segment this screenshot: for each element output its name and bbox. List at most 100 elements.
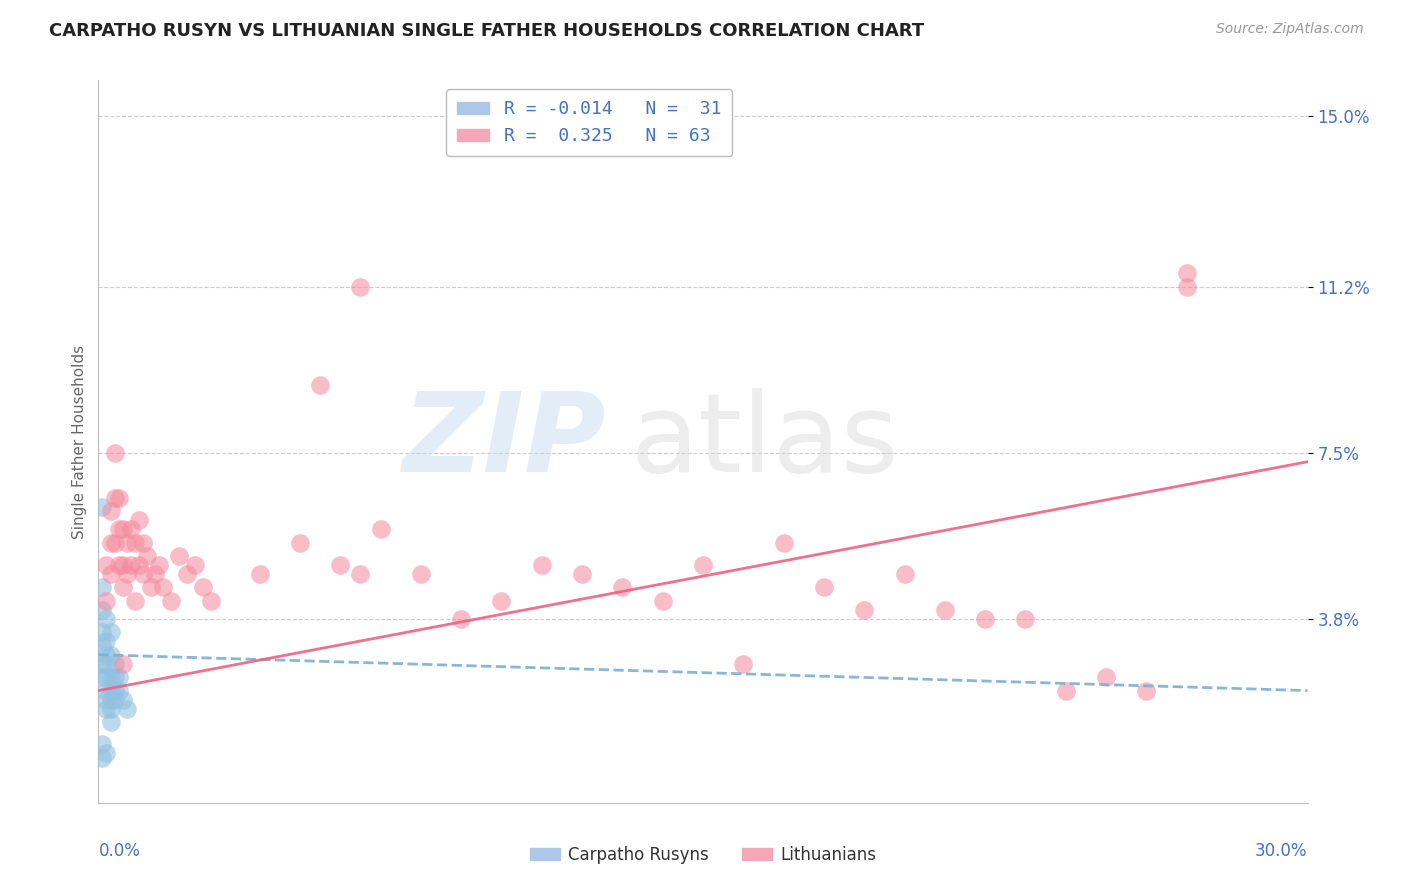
Point — [96, 612, 118, 626]
Text: 0.0%: 0.0% — [98, 842, 141, 860]
Point — [100, 625, 122, 640]
Point — [813, 581, 835, 595]
Point — [96, 683, 118, 698]
Point — [772, 535, 794, 549]
Point — [96, 747, 118, 761]
Point — [309, 378, 332, 392]
Point — [107, 522, 129, 536]
Point — [651, 594, 673, 608]
Point — [120, 522, 142, 536]
Point — [893, 566, 915, 581]
Point — [349, 279, 371, 293]
Point — [200, 594, 222, 608]
Point — [124, 594, 146, 608]
Point — [91, 670, 114, 684]
Text: Source: ZipAtlas.com: Source: ZipAtlas.com — [1216, 22, 1364, 37]
Legend: Carpatho Rusyns, Lithuanians: Carpatho Rusyns, Lithuanians — [523, 839, 883, 871]
Point — [96, 634, 118, 648]
Point — [530, 558, 553, 572]
Point — [107, 670, 129, 684]
Legend: R = -0.014   N =  31, R =  0.325   N = 63: R = -0.014 N = 31, R = 0.325 N = 63 — [446, 89, 733, 156]
Point — [91, 500, 114, 514]
Point — [103, 692, 125, 706]
Point — [96, 594, 118, 608]
Point — [100, 566, 122, 581]
Point — [692, 558, 714, 572]
Point — [111, 522, 134, 536]
Point — [100, 692, 122, 706]
Point — [91, 657, 114, 671]
Point — [132, 566, 155, 581]
Point — [100, 504, 122, 518]
Point — [1175, 279, 1198, 293]
Point — [450, 612, 472, 626]
Point — [96, 670, 118, 684]
Point — [115, 535, 138, 549]
Point — [176, 566, 198, 581]
Point — [612, 581, 634, 595]
Point — [370, 522, 392, 536]
Point — [853, 603, 876, 617]
Point — [1095, 670, 1118, 684]
Point — [288, 535, 311, 549]
Point — [115, 566, 138, 581]
Point — [103, 535, 125, 549]
Point — [139, 581, 162, 595]
Point — [100, 683, 122, 698]
Point — [1014, 612, 1036, 626]
Point — [733, 657, 755, 671]
Point — [96, 558, 118, 572]
Point — [974, 612, 997, 626]
Point — [120, 558, 142, 572]
Point — [249, 566, 271, 581]
Point — [1135, 683, 1157, 698]
Point — [91, 639, 114, 653]
Point — [143, 566, 166, 581]
Point — [100, 714, 122, 729]
Point — [107, 491, 129, 505]
Point — [100, 648, 122, 662]
Point — [111, 657, 134, 671]
Point — [91, 603, 114, 617]
Point — [128, 558, 150, 572]
Point — [96, 657, 118, 671]
Point — [135, 549, 157, 563]
Point — [184, 558, 207, 572]
Point — [349, 566, 371, 581]
Text: 30.0%: 30.0% — [1256, 842, 1308, 860]
Point — [91, 581, 114, 595]
Point — [96, 692, 118, 706]
Point — [103, 446, 125, 460]
Point — [107, 558, 129, 572]
Point — [934, 603, 956, 617]
Point — [132, 535, 155, 549]
Y-axis label: Single Father Households: Single Father Households — [72, 344, 87, 539]
Text: ZIP: ZIP — [402, 388, 606, 495]
Point — [96, 701, 118, 715]
Point — [91, 738, 114, 752]
Point — [148, 558, 170, 572]
Point — [409, 566, 432, 581]
Point — [193, 581, 215, 595]
Point — [152, 581, 174, 595]
Point — [91, 751, 114, 765]
Point — [329, 558, 352, 572]
Text: atlas: atlas — [630, 388, 898, 495]
Point — [100, 670, 122, 684]
Point — [1175, 266, 1198, 280]
Point — [100, 701, 122, 715]
Point — [103, 657, 125, 671]
Point — [167, 549, 190, 563]
Point — [103, 491, 125, 505]
Point — [124, 535, 146, 549]
Point — [91, 625, 114, 640]
Point — [160, 594, 183, 608]
Point — [571, 566, 593, 581]
Point — [111, 581, 134, 595]
Point — [96, 648, 118, 662]
Point — [115, 701, 138, 715]
Point — [100, 535, 122, 549]
Point — [491, 594, 513, 608]
Point — [111, 692, 134, 706]
Text: CARPATHO RUSYN VS LITHUANIAN SINGLE FATHER HOUSEHOLDS CORRELATION CHART: CARPATHO RUSYN VS LITHUANIAN SINGLE FATH… — [49, 22, 924, 40]
